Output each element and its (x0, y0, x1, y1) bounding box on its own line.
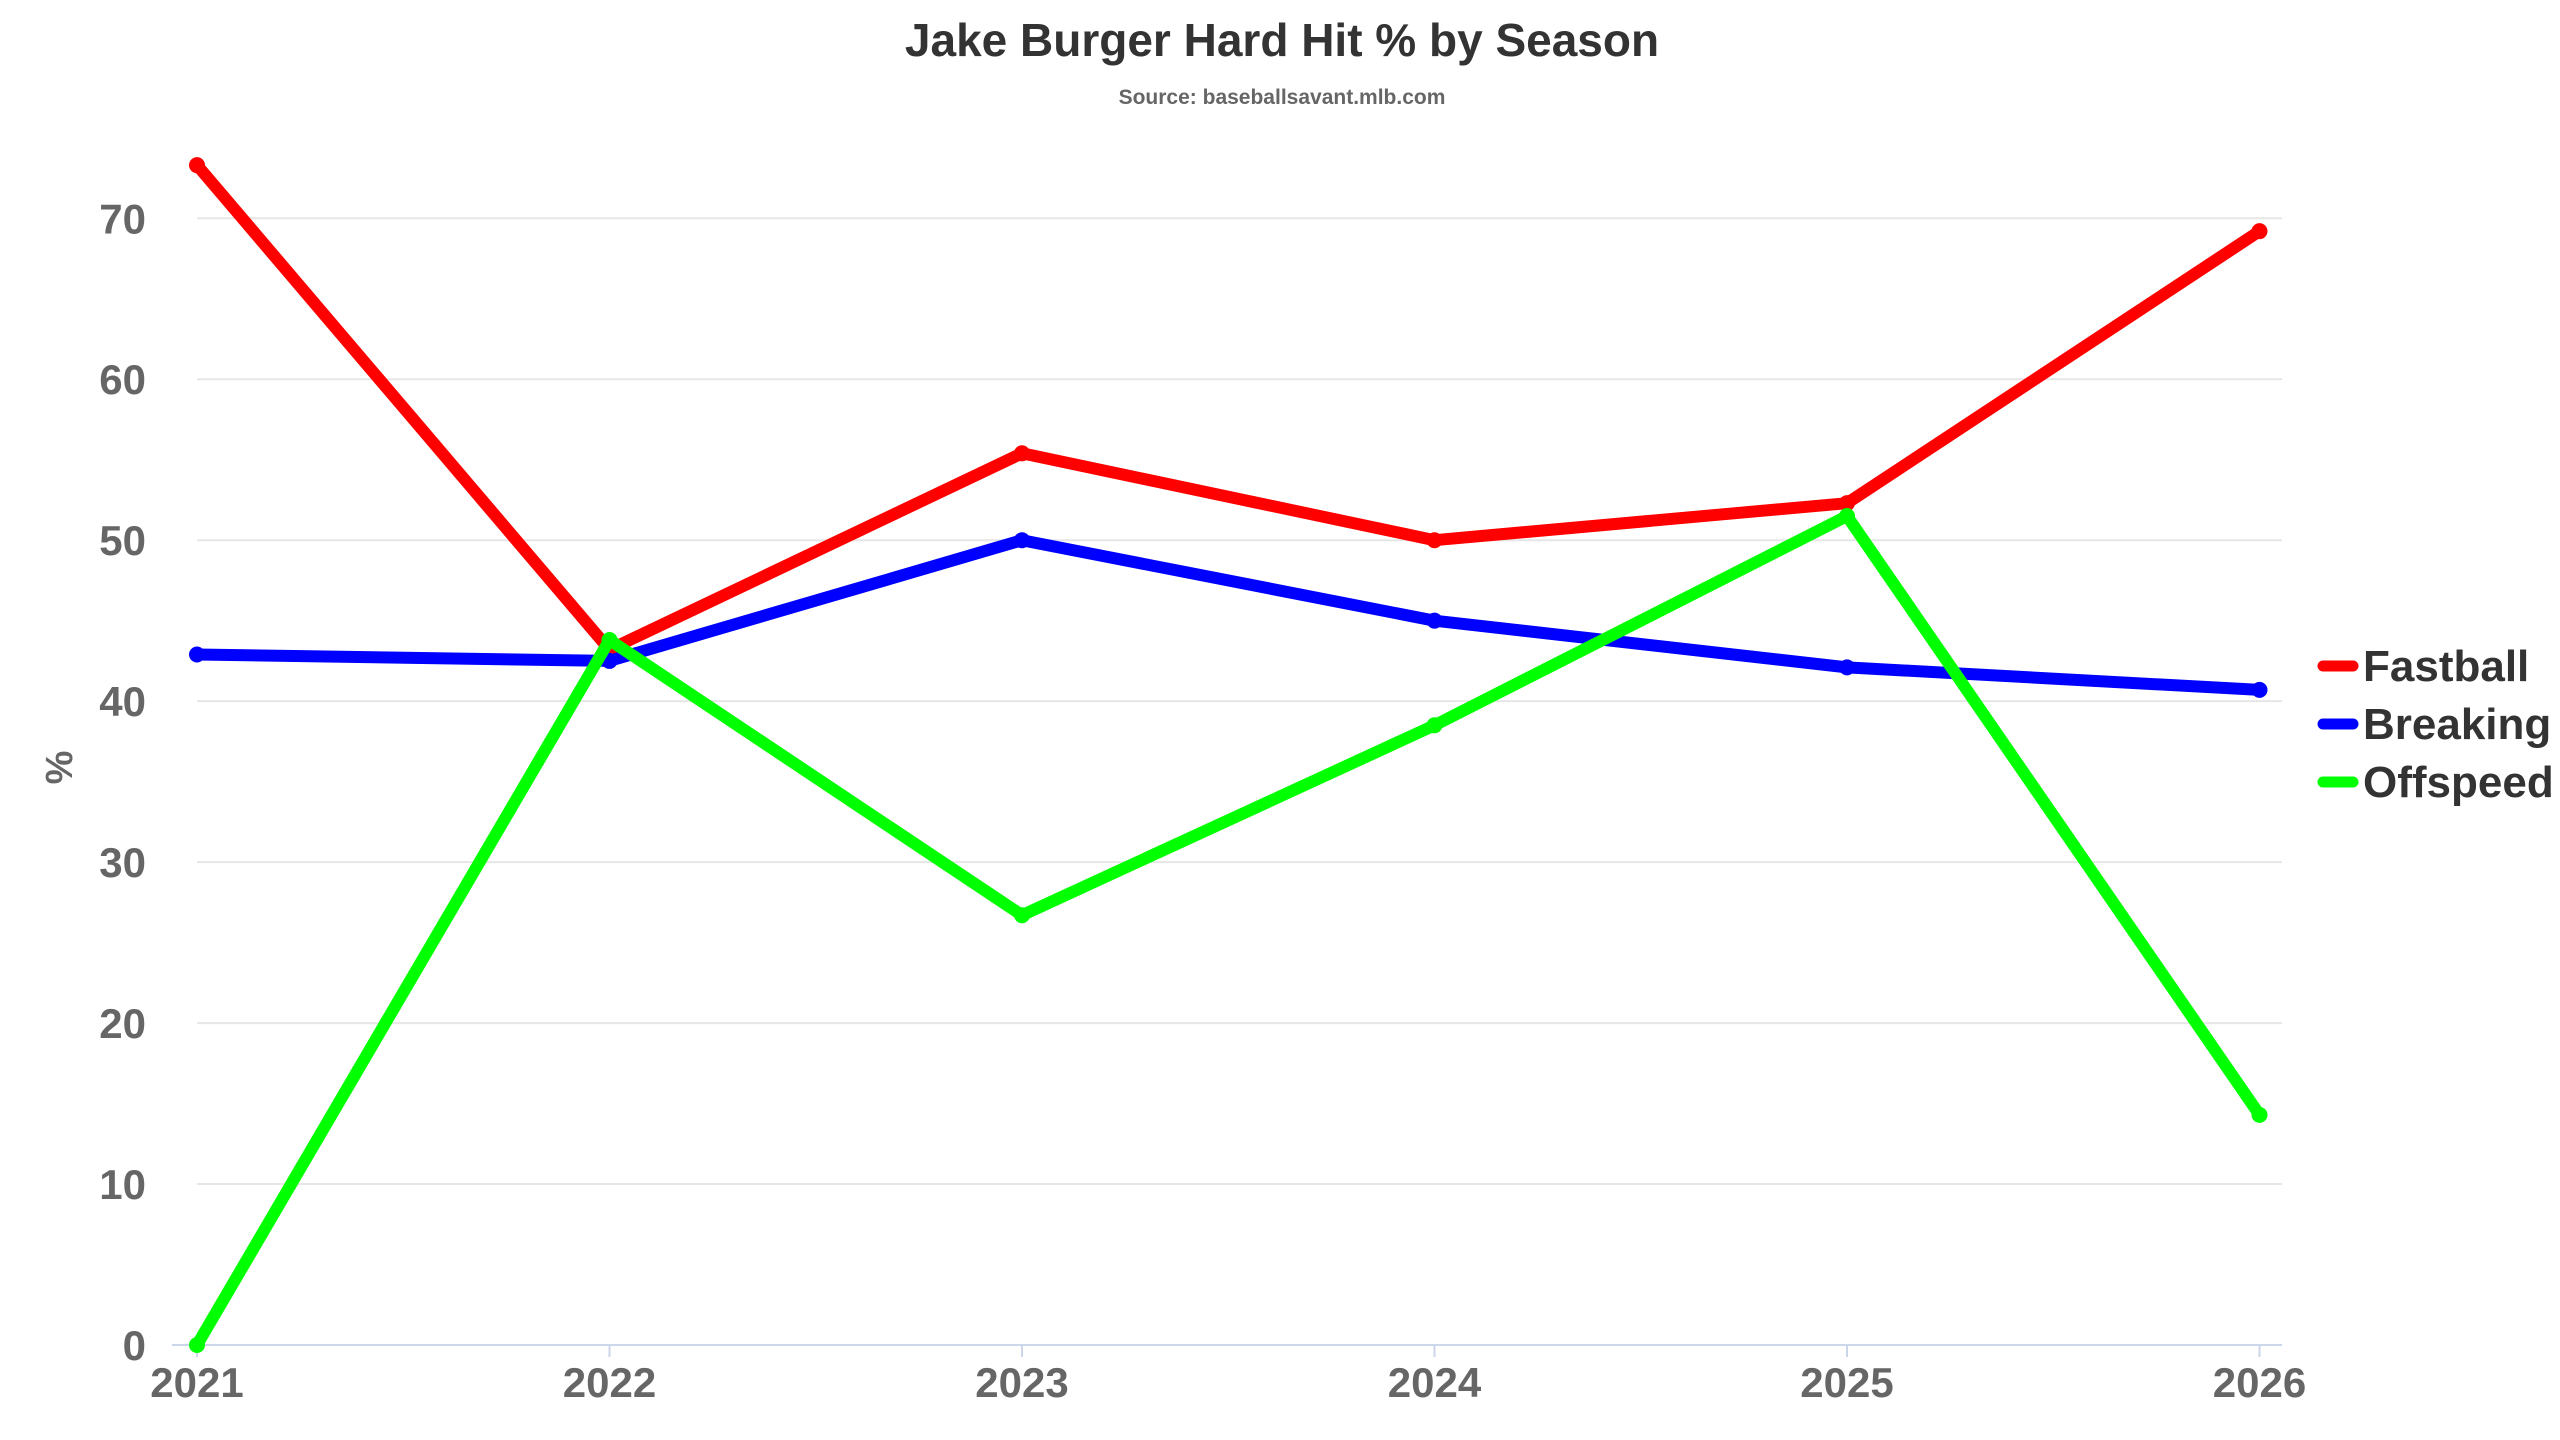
data-point-offspeed[interactable] (2251, 1106, 2268, 1123)
y-tick-label: 10 (99, 1161, 146, 1208)
data-point-fastball[interactable] (1839, 495, 1855, 512)
series-breaking[interactable] (189, 532, 2268, 698)
legend-label: Breaking (2363, 700, 2551, 749)
legend-item-offspeed[interactable]: Offspeed (2317, 758, 2554, 807)
y-tick-label: 60 (99, 356, 146, 403)
gridlines (197, 217, 2282, 1186)
data-point-fastball[interactable] (189, 157, 205, 174)
data-point-breaking[interactable] (1839, 659, 1855, 676)
axes: 0 10 20 30 40 50 60 70 2021 2022 2023 2024 2025 2026% (39, 195, 2306, 1406)
data-point-fastball[interactable] (1014, 445, 1030, 462)
series-line-fastball[interactable] (191, 159, 2266, 656)
data-point-offspeed[interactable] (601, 632, 618, 648)
data-point-breaking[interactable] (189, 646, 205, 663)
data-point-fastball[interactable] (2251, 223, 2268, 240)
legend-label: Offspeed (2363, 758, 2554, 807)
x-tick-label: 2024 (1388, 1359, 1482, 1406)
x-tick-label: 2022 (563, 1359, 656, 1406)
legend-item-breaking[interactable]: Breaking (2317, 700, 2551, 749)
legend-label: Fastball (2363, 642, 2529, 691)
data-point-offspeed[interactable] (189, 1337, 205, 1353)
y-tick-label: 30 (99, 839, 146, 886)
plot-area (189, 157, 2268, 1353)
x-tick-label: 2023 (975, 1359, 1068, 1406)
x-tick-label: 2026 (2213, 1359, 2306, 1406)
x-tick-label: 2021 (150, 1359, 243, 1406)
y-tick-label: 70 (99, 195, 146, 242)
data-point-offspeed[interactable] (1426, 717, 1443, 734)
legend[interactable]: Fastball Breaking Offspeed (2317, 642, 2554, 807)
y-tick-label: 0 (123, 1322, 146, 1369)
y-axis-title: % (39, 751, 81, 785)
series-line-offspeed[interactable] (191, 510, 2266, 1351)
data-point-offspeed[interactable] (1014, 907, 1030, 924)
chart-subtitle: Source: baseballsavant.mlb.com (1119, 86, 1446, 109)
data-point-breaking[interactable] (2251, 681, 2268, 698)
data-point-fastball[interactable] (1426, 532, 1443, 549)
series-offspeed[interactable] (189, 508, 2268, 1353)
y-tick-label: 40 (99, 678, 146, 725)
series-line-breaking[interactable] (191, 534, 2266, 696)
data-point-breaking[interactable] (1014, 532, 1030, 549)
y-tick-label: 20 (99, 1000, 146, 1047)
data-point-offspeed[interactable] (1839, 508, 1855, 525)
x-tick-label: 2025 (1800, 1359, 1893, 1406)
data-point-breaking[interactable] (1426, 612, 1443, 629)
y-tick-label: 50 (99, 517, 146, 564)
legend-item-fastball[interactable]: Fastball (2317, 642, 2529, 691)
chart-title: Jake Burger Hard Hit % by Season (905, 14, 1659, 66)
